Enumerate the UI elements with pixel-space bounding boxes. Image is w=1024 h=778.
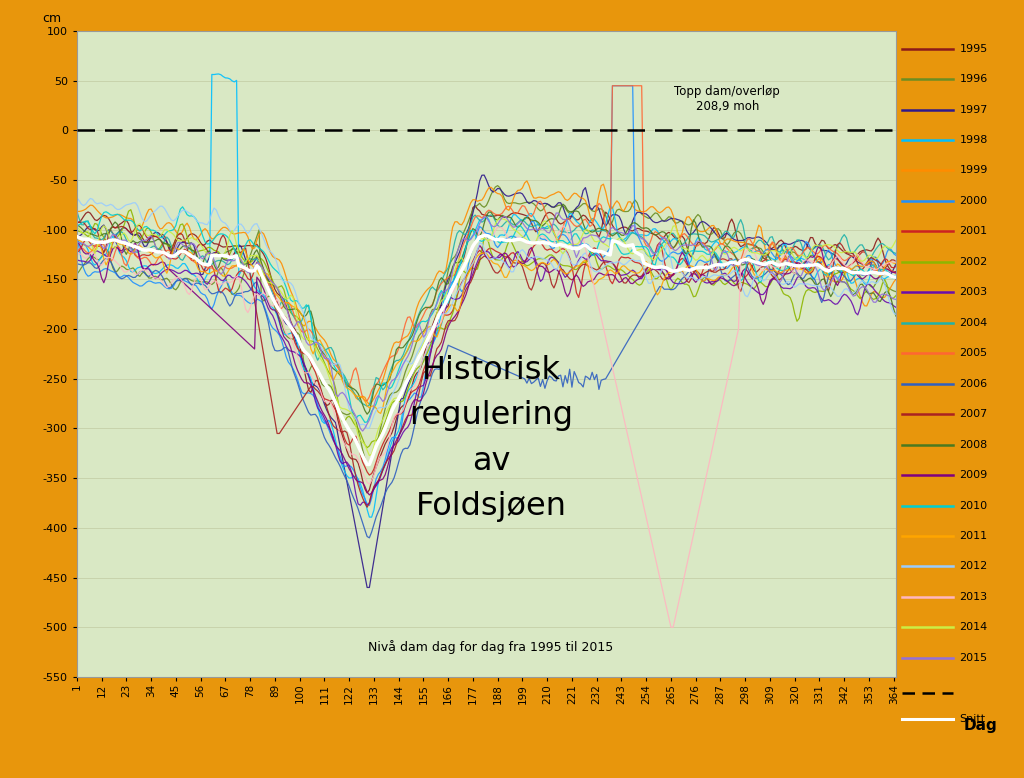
Text: 1999: 1999	[959, 166, 988, 176]
Text: 2002: 2002	[959, 257, 988, 267]
Text: 2005: 2005	[959, 349, 988, 358]
Text: 2000: 2000	[959, 196, 988, 206]
Text: 2006: 2006	[959, 379, 988, 389]
Text: cm: cm	[42, 12, 61, 25]
Text: 2011: 2011	[959, 531, 988, 541]
Text: 2015: 2015	[959, 653, 988, 663]
Text: 1996: 1996	[959, 74, 988, 84]
Text: Topp dam/overløp
208,9 moh: Topp dam/overløp 208,9 moh	[675, 85, 780, 113]
Text: 2009: 2009	[959, 470, 988, 480]
Text: 2013: 2013	[959, 592, 988, 602]
Text: 2004: 2004	[959, 317, 988, 328]
Text: Dag: Dag	[964, 717, 997, 733]
Text: Nivå dam dag for dag fra 1995 til 2015: Nivå dam dag for dag fra 1995 til 2015	[369, 640, 613, 654]
Text: 1998: 1998	[959, 135, 988, 145]
Text: 2014: 2014	[959, 622, 988, 633]
Text: 2001: 2001	[959, 226, 988, 237]
Text: 1997: 1997	[959, 104, 988, 114]
Text: 1995: 1995	[959, 44, 988, 54]
Text: 2003: 2003	[959, 287, 988, 297]
Text: 2012: 2012	[959, 562, 988, 571]
Text: Historisk
regulering
av
Foldsjøen: Historisk regulering av Foldsjøen	[409, 355, 572, 522]
Text: 2007: 2007	[959, 409, 988, 419]
Text: 2010: 2010	[959, 500, 988, 510]
Text: 2008: 2008	[959, 440, 988, 450]
Text: Snitt: Snitt	[959, 713, 986, 724]
